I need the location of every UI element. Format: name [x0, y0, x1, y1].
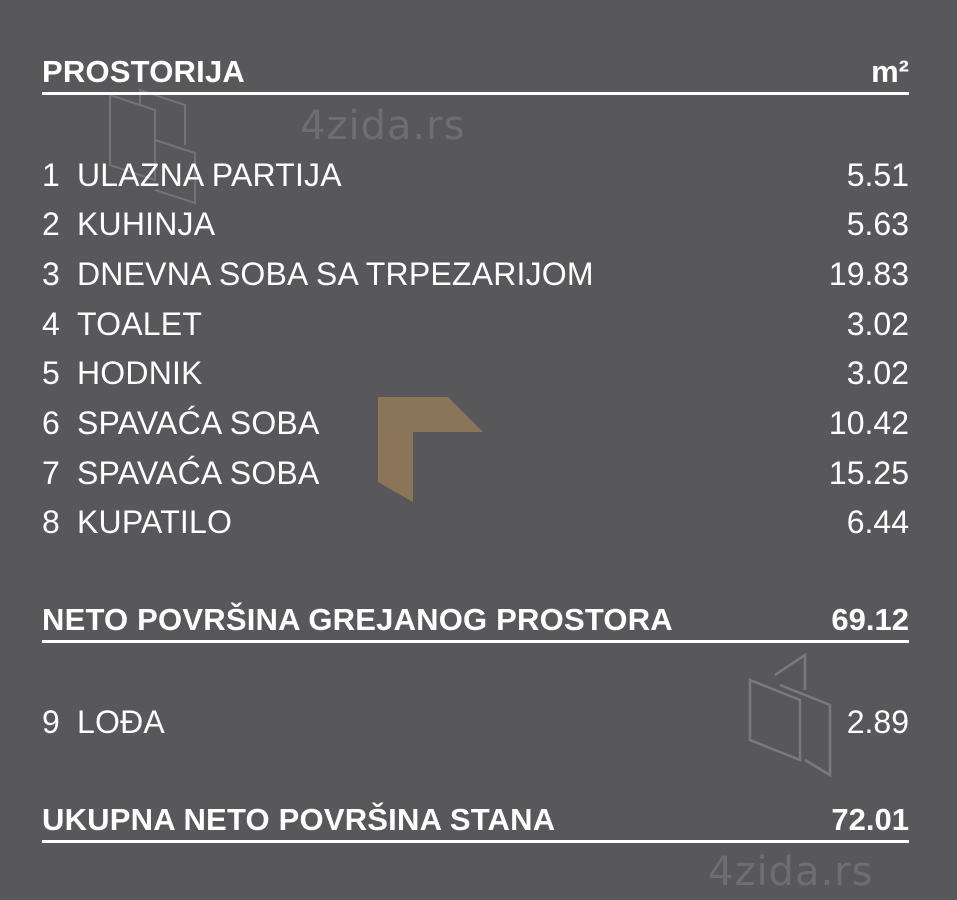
- room-name: DNEVNA SOBA SA TRPEZARIJOM: [77, 255, 594, 292]
- room-area: 15.25: [828, 454, 909, 491]
- table-row: 8 KUPATILO 6.44: [42, 503, 909, 543]
- room-area: 3.02: [846, 355, 909, 392]
- net-heated-area: 69.12: [831, 602, 909, 637]
- room-number: 1: [42, 156, 60, 193]
- room-number: 5: [42, 355, 60, 392]
- total-area: 72.01: [831, 802, 909, 837]
- room-name: SPAVAĆA SOBA: [77, 405, 320, 441]
- room-name: HODNIK: [77, 355, 203, 392]
- net-heated-label: NETO POVRŠINA GREJANOG PROSTORA: [42, 602, 673, 637]
- watermark-logo-icon: [109, 88, 196, 205]
- total-label: UKUPNA NETO POVRŠINA STANA: [42, 802, 556, 837]
- table-row: 4 TOALET 3.02: [42, 304, 909, 344]
- room-area: 10.42: [828, 405, 909, 441]
- column-header-room: PROSTORIJA: [42, 54, 245, 89]
- room-number: 6: [42, 405, 60, 441]
- room-name: ULAZNA PARTIJA: [77, 156, 342, 193]
- table-row: 5 HODNIK 3.02: [42, 354, 909, 394]
- table-header: PROSTORIJA m²: [42, 52, 909, 95]
- watermark-logo-icon: [748, 652, 832, 778]
- room-area: 5.63: [846, 206, 909, 243]
- room-area: 6.44: [846, 504, 909, 541]
- table-row: 9 LOĐA 2.89: [42, 702, 909, 742]
- room-number: 2: [42, 206, 60, 243]
- table-row: 6 SPAVAĆA SOBA 10.42: [42, 404, 909, 444]
- room-area: 19.83: [828, 255, 909, 292]
- room-name: TOALET: [77, 305, 203, 342]
- net-heated-row: NETO POVRŠINA GREJANOG PROSTORA 69.12: [42, 600, 909, 643]
- room-number: 7: [42, 454, 60, 491]
- room-number: 4: [42, 305, 60, 342]
- room-number: 9: [42, 703, 60, 740]
- watermark-text: 4zida.rs: [708, 849, 874, 895]
- table-row: 1 ULAZNA PARTIJA 5.51: [42, 155, 909, 195]
- room-name: LOĐA: [77, 703, 165, 740]
- room-area: 5.51: [846, 156, 909, 193]
- table-row: 7 SPAVAĆA SOBA 15.25: [42, 453, 909, 493]
- room-name: SPAVAĆA SOBA: [77, 454, 320, 491]
- table-row: 3 DNEVNA SOBA SA TRPEZARIJOM 19.83: [42, 254, 909, 294]
- column-header-unit: m²: [871, 54, 909, 89]
- room-name: KUPATILO: [77, 504, 233, 541]
- total-row: UKUPNA NETO POVRŠINA STANA 72.01: [42, 800, 909, 843]
- brand-logo-icon: [378, 397, 483, 502]
- room-area: 3.02: [846, 305, 909, 342]
- room-area: 2.89: [846, 703, 909, 740]
- room-number: 8: [42, 504, 60, 541]
- table-row: 2 KUHINJA 5.63: [42, 205, 909, 245]
- watermark-text: 4zida.rs: [300, 103, 466, 149]
- room-name: KUHINJA: [77, 206, 216, 243]
- room-number: 3: [42, 255, 60, 292]
